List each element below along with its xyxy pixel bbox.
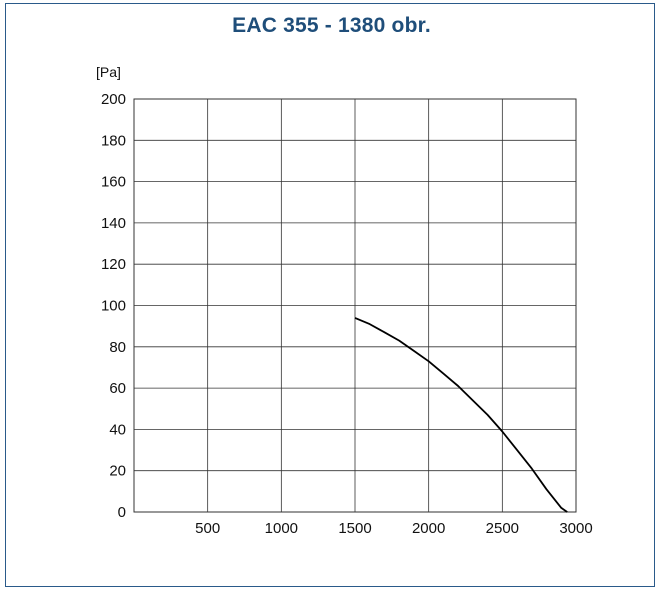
series-group xyxy=(354,317,568,513)
y-tick-label: 180 xyxy=(101,132,126,149)
y-tick-label: 120 xyxy=(101,256,126,273)
y-tick-labels: 0 20 40 60 80 100 120 140 160 180 200 xyxy=(101,91,126,521)
y-tick-label: 160 xyxy=(101,174,126,191)
x-tick-label: 3000 xyxy=(559,520,592,537)
chart-title: EAC 355 - 1380 obr. xyxy=(232,14,431,37)
x-tick-label: 500 xyxy=(195,520,220,537)
y-tick-label: 200 xyxy=(101,91,126,108)
x-tick-label: 2500 xyxy=(486,520,519,537)
series-line xyxy=(354,317,568,513)
x-tick-label: 1500 xyxy=(338,520,371,537)
y-tick-label: 20 xyxy=(109,463,126,480)
y-tick-label: 100 xyxy=(101,298,126,315)
y-tick-label: 40 xyxy=(109,421,126,438)
y-tick-label: 80 xyxy=(109,339,126,356)
grid xyxy=(133,98,577,513)
x-tick-label: 2000 xyxy=(412,520,445,537)
y-tick-label: 60 xyxy=(109,380,126,397)
x-tick-labels: 500 1000 1500 2000 2500 3000 xyxy=(195,520,593,537)
y-axis-unit-label: [Pa] xyxy=(96,64,121,80)
y-tick-label: 140 xyxy=(101,215,126,232)
x-tick-label: 1000 xyxy=(265,520,298,537)
y-tick-label: 0 xyxy=(118,504,126,521)
